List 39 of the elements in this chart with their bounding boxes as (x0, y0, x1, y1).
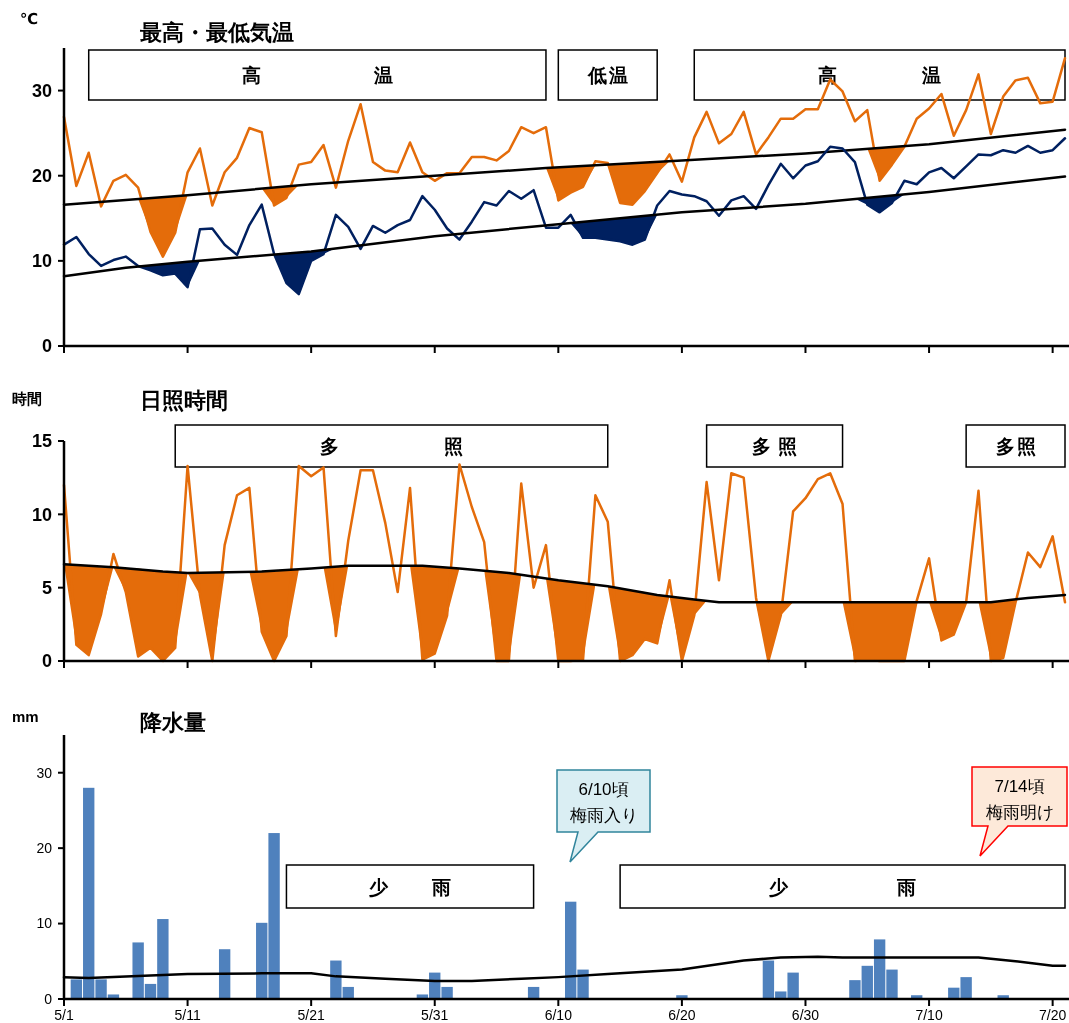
y-tick-label: 30 (31, 80, 52, 101)
band-label: 少雨 (769, 876, 916, 898)
band-label: 多照 (995, 436, 1036, 457)
x-tick-label: 5/1 (54, 1007, 74, 1023)
band-label: 少雨 (369, 876, 451, 898)
chart-title: 最高・最低気温 (139, 20, 294, 45)
x-tick-label: 7/20 (1039, 1007, 1067, 1023)
x-tick-label: 7/10 (915, 1007, 943, 1023)
band-label: 多照 (752, 436, 798, 457)
y-tick-label: 10 (36, 915, 53, 932)
annotation: 6/10頃梅雨入り (568, 780, 638, 825)
x-tick-label: 5/21 (297, 1007, 325, 1023)
line-series (62, 56, 1067, 258)
y-tick-label: 10 (31, 504, 52, 525)
y-tick-label: 0 (41, 651, 52, 672)
y-tick-label: 15 (31, 431, 52, 452)
annotation: 7/14頃梅雨明け (984, 777, 1054, 822)
x-tick-label: 5/31 (421, 1007, 449, 1023)
bar (218, 949, 231, 999)
line-series (62, 137, 1067, 296)
x-tick-label: 5/11 (174, 1007, 201, 1023)
chart-title: 日照時間 (140, 388, 228, 413)
x-tick-label: 6/20 (668, 1007, 696, 1023)
y-tick-label: 5 (41, 577, 52, 598)
y-tick-label: 30 (36, 764, 53, 781)
y-axis-title: mm (12, 708, 39, 725)
x-tick-label: 6/10 (544, 1007, 573, 1023)
y-tick-label: 20 (36, 840, 53, 857)
y-tick-label: 10 (31, 251, 52, 272)
y-axis-title: 時間 (12, 390, 42, 407)
y-tick-label: 20 (31, 166, 52, 187)
chart-title: 降水量 (140, 710, 206, 735)
band-label: 低温 (586, 65, 628, 86)
x-tick-label: 6/30 (791, 1007, 820, 1023)
band-label: 多照 (320, 436, 463, 457)
y-axis-title: ℃ (20, 10, 39, 27)
y-tick-label: 0 (44, 990, 53, 1007)
band-label: 高温 (241, 65, 393, 86)
y-tick-label: 0 (41, 336, 52, 357)
